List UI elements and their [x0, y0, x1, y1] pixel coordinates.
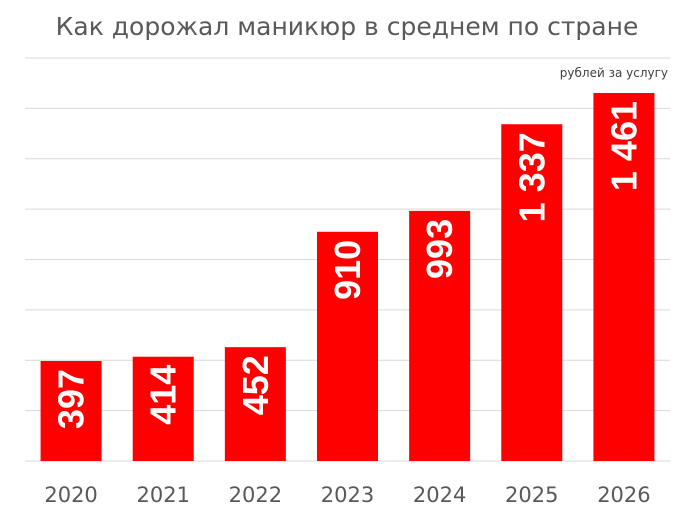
unit-label: рублей за услугу	[559, 66, 668, 80]
bar-value-label-2022: 452	[235, 355, 276, 415]
bars	[40, 93, 655, 462]
x-tick-2023: 2023	[321, 483, 374, 507]
x-tick-2024: 2024	[413, 483, 466, 507]
bar-2025	[501, 124, 563, 461]
bar-labels: 397 414 452 910 993 1 337 1 461	[51, 101, 645, 429]
chart-title: Как дорожал маникюр в среднем по стране	[55, 12, 639, 41]
bar-value-label-2021: 414	[143, 365, 184, 425]
x-axis-ticks: 2020 2021 2022 2023 2024 2025 2026	[44, 483, 650, 507]
x-tick-2020: 2020	[44, 483, 97, 507]
bar-2026	[593, 93, 655, 462]
bar-2022	[224, 347, 286, 461]
bar-value-label-2025: 1 337	[511, 132, 552, 222]
bar-value-label-2024: 993	[419, 219, 460, 279]
bar-2020	[40, 361, 102, 461]
bar-value-label-2020: 397	[51, 369, 92, 429]
x-tick-2025: 2025	[505, 483, 558, 507]
x-tick-2026: 2026	[597, 483, 650, 507]
bar-value-label-2026: 1 461	[603, 101, 644, 191]
bar-value-label-2023: 910	[327, 240, 368, 300]
bar-2024	[409, 210, 471, 461]
bar-2023	[317, 231, 378, 461]
bar-2021	[132, 356, 194, 461]
x-tick-2021: 2021	[136, 483, 189, 507]
x-tick-2022: 2022	[229, 483, 282, 507]
